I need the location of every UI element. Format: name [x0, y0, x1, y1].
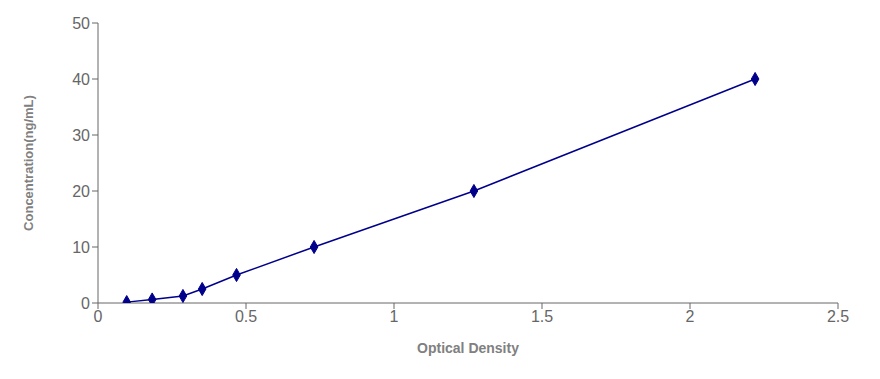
- svg-text:40: 40: [72, 71, 90, 88]
- svg-text:30: 30: [72, 127, 90, 144]
- svg-text:2: 2: [686, 308, 695, 325]
- svg-text:1: 1: [390, 308, 399, 325]
- svg-text:1.5: 1.5: [531, 308, 553, 325]
- svg-text:Optical Density: Optical Density: [417, 340, 519, 356]
- svg-text:2.5: 2.5: [827, 308, 849, 325]
- svg-text:Concentration(ng/mL): Concentration(ng/mL): [21, 95, 36, 231]
- svg-text:0.5: 0.5: [235, 308, 257, 325]
- svg-text:20: 20: [72, 183, 90, 200]
- svg-text:10: 10: [72, 239, 90, 256]
- svg-text:0: 0: [94, 308, 103, 325]
- svg-text:0: 0: [81, 295, 90, 312]
- svg-text:50: 50: [72, 15, 90, 32]
